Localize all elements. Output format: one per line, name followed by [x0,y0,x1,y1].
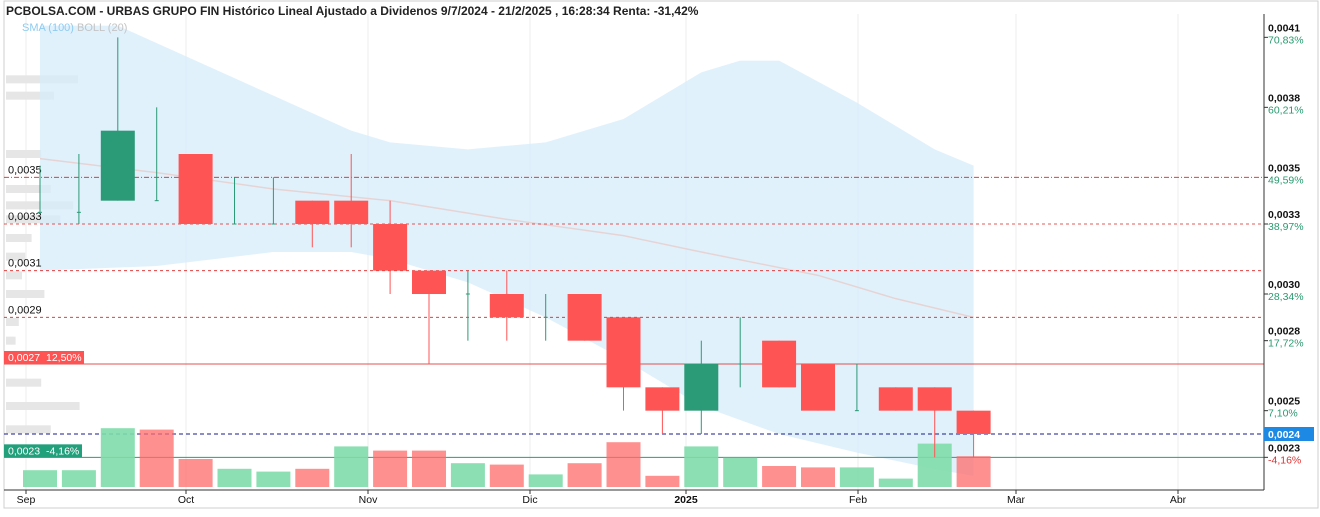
candle-body [956,410,991,434]
volume-profile-bar [6,271,22,280]
volume-profile-bar [6,185,51,193]
price-level-label: 0,0031 [8,258,42,270]
ref-high-pct: 12,50% [46,352,82,364]
volume-bar [878,478,913,487]
volume-bar [100,428,135,487]
x-axis-label: Abr [1170,494,1187,506]
ref-high-tag [4,351,84,364]
right-axis-price: 0,0035 [1268,162,1300,174]
chart-title: PCBOLSA.COM - URBAS GRUPO FIN Histórico … [6,4,699,18]
ref-low-price: 0,0023 [8,445,40,457]
ref-high-price: 0,0027 [8,352,40,364]
candle-body [878,387,913,411]
legend-boll[interactable]: BOLL (20) [77,22,128,34]
current-price-value: 0,0024 [1268,429,1300,441]
volume-bar [839,467,874,487]
volume-profile-bar [6,215,61,224]
sma-line [39,157,974,319]
volume-profile-bar [6,234,32,242]
price-level-label: 0,0029 [8,304,42,316]
volume-bar [489,464,524,487]
x-axis-label: Dic [522,494,537,506]
price-level-label: 0,0033 [8,211,42,223]
current-price-tag [1264,427,1314,441]
volume-bar [256,471,291,487]
chart-border [3,0,1319,509]
right-axis-price: 0,0030 [1268,279,1300,291]
right-axis-price: 0,0023 [1268,442,1300,454]
volume-bar [762,466,797,487]
volume-bar [684,446,719,487]
volume-bar [801,467,835,487]
ref-low-tag [4,444,82,458]
volume-bar [723,457,758,487]
volume-bar [23,470,57,487]
right-axis-price: 0,0041 [1268,22,1300,34]
volume-bar [61,470,96,487]
x-axis-label: Mar [1007,494,1026,506]
volume-bar [295,468,330,487]
right-axis-pct: -4,16% [1268,454,1301,466]
volume-profile-bar [6,336,16,345]
ref-low-pct: -4,16% [46,445,79,457]
volume-bar [139,429,174,487]
volume-profile-bar [6,290,45,298]
volume-bar [334,446,369,487]
volume-bar [373,450,408,487]
right-axis-pct: 28,34% [1268,291,1304,303]
volume-profile-bar [6,402,80,410]
right-axis-price: 0,0033 [1268,209,1300,221]
candle-body [100,130,135,201]
x-axis-label: Oct [178,494,194,506]
volume-bar [645,475,680,487]
x-axis-label: Sep [17,494,36,506]
candle-body [917,387,952,411]
indicator-legend: SMA (100) BOLL (20) [22,22,127,34]
right-axis-price: 0,0038 [1268,92,1300,104]
volume-bar [450,463,485,487]
right-axis-pct: 17,72% [1268,338,1304,350]
candle-body [412,270,446,294]
volume-bar [178,459,213,487]
volume-bar [412,450,446,487]
candle-body [606,317,641,388]
volume-profile-bar [6,91,54,100]
volume-profile-bar [6,318,19,326]
volume-bar [567,463,602,487]
right-axis-pct: 70,83% [1268,34,1304,46]
volume-profile-bar [6,150,42,158]
right-axis-pct: 60,21% [1268,104,1304,116]
volume-profile-bar [6,378,42,387]
volume-bar [528,474,563,487]
volume-bar [956,456,991,487]
volume-bar [217,468,252,487]
volume-profile-bar [6,252,26,261]
price-level-label: 0,0035 [8,164,42,176]
volume-profile-bar [6,425,51,434]
candle-body [373,224,408,271]
volume-bar [606,442,641,487]
candle-body [178,154,213,224]
right-axis-price: 0,0025 [1268,396,1300,408]
x-axis-label: Nov [359,494,378,506]
candle-body [645,387,680,411]
candle-body [295,200,330,224]
candle-body [762,340,797,388]
x-axis-label: 2025 [674,494,698,506]
candle-body [684,364,719,411]
right-axis-pct: 7,10% [1268,408,1298,420]
candle-body [567,294,602,341]
candle-body [801,364,835,411]
candle-body [489,294,524,318]
legend-sma[interactable]: SMA (100) [22,22,74,34]
x-axis-label: Feb [849,494,867,506]
candle-body [334,200,369,224]
right-axis-pct: 49,59% [1268,174,1304,186]
right-axis-price: 0,0028 [1268,326,1300,338]
right-axis-pct: 38,97% [1268,221,1304,233]
